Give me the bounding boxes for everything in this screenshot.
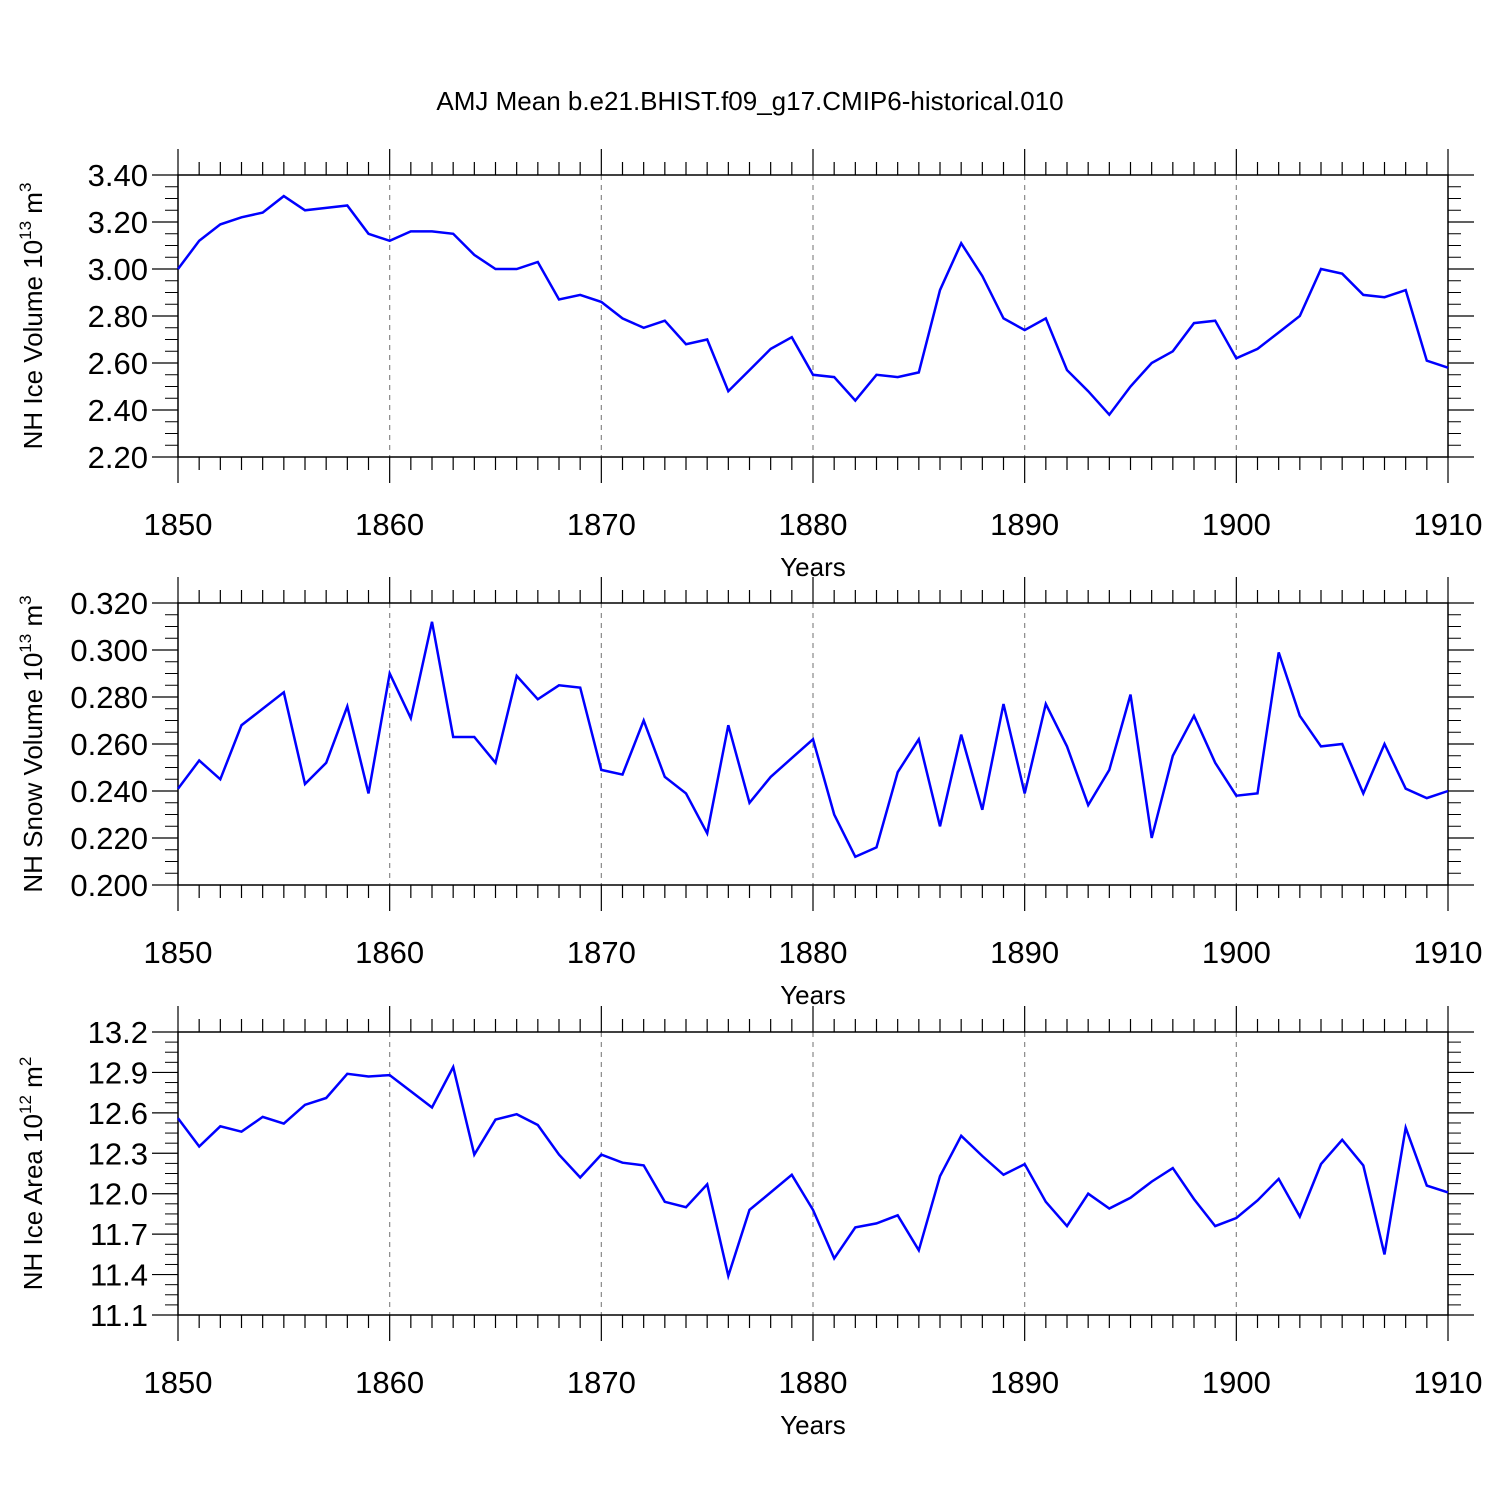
panel-2: 0.200 0.220 0.240 0.260 0.280 0.300 0.320 1850 1… [16,577,1482,1010]
panel-2-x-tick-label: 1890 [990,935,1059,970]
panel-3-x-tick-label: 1870 [567,1365,636,1400]
panel-3-x-tick-label: 1890 [990,1365,1059,1400]
panel-1-x-tick-label: 1860 [355,507,424,542]
panel-3-y-axis-label-text: m [18,1066,48,1095]
panel-3-series-line [176,1063,1449,1281]
panel-3-y-axis-label-superscript: 2 [16,1057,35,1066]
panel-3-y-tick-label: 12.6 [88,1096,148,1131]
panel-1-y-tick-label: 3.00 [88,252,148,287]
panel-3-x-tick-label: 1900 [1202,1365,1271,1400]
panel-1: 2.20 2.40 2.60 2.80 3.00 3.20 3.40 1850 1860 1870… [16,149,1482,582]
panel-3-y-tick-label: 13.2 [88,1015,148,1050]
panel-2-series-line [177,621,1449,859]
panel-1-x-tick-label: 1900 [1202,507,1271,542]
panel-1-x-tick-label: 1870 [567,507,636,542]
panel-3-x-tick-label: 1880 [779,1365,848,1400]
panel-1-x-tick-label: 1890 [990,507,1059,542]
panel-3-x-tick-label: 1850 [144,1365,213,1400]
panel-2-y-tick-label: 0.300 [70,633,148,668]
panel-2-y-axis-label: NH Snow Volume 1013 m3 [16,595,48,892]
panel-3-y-axis-label: NH Ice Area 1012 m2 [16,1057,48,1291]
panel-2-x-tick-label: 1850 [144,935,213,970]
panel-1-y-axis-label-text: NH Ice Volume 10 [18,240,48,450]
panel-3-y-tick-label: 11.1 [90,1298,148,1333]
panel-2-x-tick-label: 1900 [1202,935,1271,970]
panel-1-x-tick-label: 1910 [1414,507,1483,542]
panel-1-y-axis-label-superscript: 13 [16,221,35,240]
panel-1-y-tick-label: 2.80 [88,299,148,334]
panel-3-y-tick-label: 12.9 [88,1055,148,1090]
panel-3-x-tick-label: 1860 [355,1365,424,1400]
panel-1-y-tick-label: 2.60 [88,346,148,381]
panel-1-y-axis-label: NH Ice Volume 1013 m3 [16,183,48,450]
panel-3-y-tick-label: 11.4 [90,1258,148,1293]
panel-2-y-tick-label: 0.280 [70,680,148,715]
panel-2-x-tick-label: 1860 [355,935,424,970]
panel-2-y-axis-label-text: m [18,605,48,634]
chart-title: AMJ Mean b.e21.BHIST.f09_g17.CMIP6-histo… [436,86,1063,116]
panel-2-x-tick-label: 1880 [779,935,848,970]
panel-3-x-axis-label: Years [780,1410,846,1440]
panel-2-y-tick-label: 0.240 [70,774,148,809]
panel-3-y-tick-label: 12.0 [88,1177,148,1212]
panel-1-x-tick-label: 1880 [779,507,848,542]
panel-2-x-axis-label: Years [780,980,846,1010]
panel-3-y-tick-label: 11.7 [90,1217,148,1252]
panel-3-y-tick-label: 12.3 [88,1136,148,1171]
panel-2-y-tick-label: 0.220 [70,821,148,856]
panel-1-y-tick-label: 3.20 [88,205,148,240]
panel-1-y-axis-label-text: m [18,192,48,221]
panel-2-y-tick-label: 0.260 [70,727,148,762]
panel-3: 11.1 11.4 11.7 12.0 12.3 12.6 12.9 13.2 1850 1860… [16,1006,1482,1440]
panel-2-x-tick-label: 1910 [1414,935,1483,970]
panel-2-y-tick-label: 0.200 [70,868,148,903]
panel-3-x-tick-label: 1910 [1414,1365,1483,1400]
panel-1-series-line [177,194,1449,417]
panel-3-y-axis-label-superscript: 12 [16,1095,35,1114]
panel-1-y-tick-label: 2.20 [88,440,148,475]
panel-2-y-axis-label-superscript: 13 [16,634,35,653]
panel-2-x-tick-label: 1870 [567,935,636,970]
panel-3-y-axis-label-text: NH Ice Area 10 [18,1114,48,1290]
panel-1-x-tick-label: 1850 [144,507,213,542]
panel-1-y-axis-label-superscript: 3 [16,183,35,192]
panel-2-y-axis-label-superscript: 3 [16,595,35,604]
panel-1-y-tick-label: 2.40 [88,393,148,428]
panel-2-y-axis-label-text: NH Snow Volume 10 [18,653,48,893]
panel-1-y-tick-label: 3.40 [88,158,148,193]
panel-2-y-tick-label: 0.320 [70,586,148,621]
